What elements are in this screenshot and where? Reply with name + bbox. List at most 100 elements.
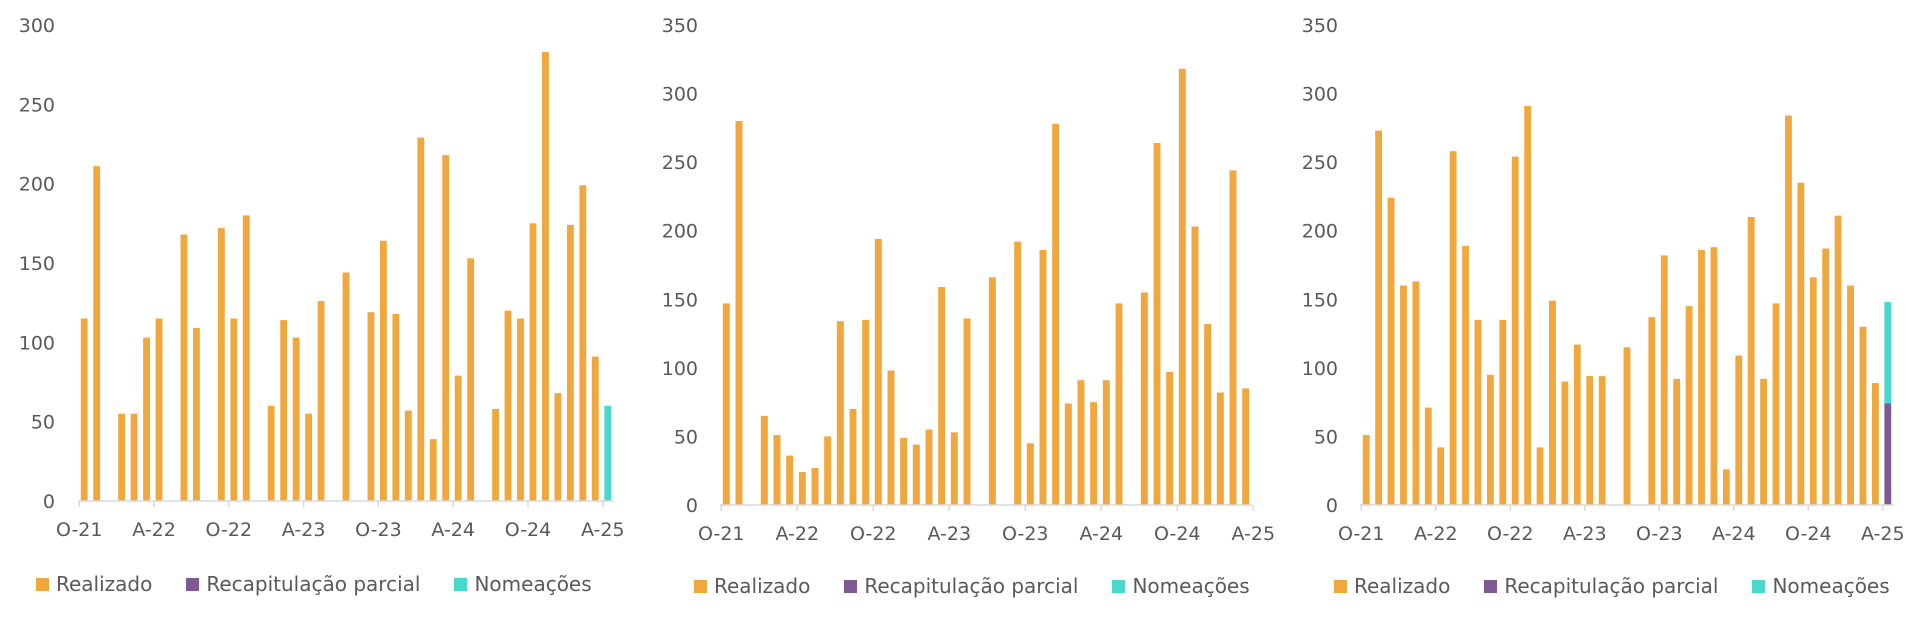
bar-realizado	[1710, 247, 1718, 505]
y-tick-label: 50	[31, 412, 55, 434]
bar-realizado	[1834, 215, 1842, 505]
chart-3-plot: 0 50 100 150 200 250 300 350 O-21 A-22 O-22 A-23 O-2…	[1302, 15, 1905, 545]
bar-realizado	[1623, 347, 1631, 505]
x-tick-label: A-25	[1861, 523, 1905, 545]
bar-realizado	[1115, 303, 1123, 505]
bar-realizado	[1375, 130, 1383, 505]
bar-realizado	[1474, 319, 1482, 505]
legend-label-recapitulacao: Recapitulação parcial	[1504, 574, 1719, 598]
legend-swatch-realizado	[1334, 579, 1347, 593]
x-tick-label: O-22	[850, 523, 897, 545]
bar-realizado	[367, 312, 375, 501]
x-tick-label: A-24	[1079, 523, 1123, 545]
y-tick-label: 50	[674, 426, 698, 448]
bar-realizado	[242, 215, 250, 501]
legend-item-realizado: Realizado	[694, 574, 810, 598]
legend-item-recapitulacao: Recapitulação parcial	[844, 574, 1078, 598]
y-tick-label: 350	[662, 15, 698, 37]
bar-realizado	[735, 121, 743, 505]
bar-realizado	[143, 337, 150, 501]
bar-realizado	[912, 444, 920, 505]
bar-realizado	[1242, 388, 1250, 505]
bar-realizado	[1204, 323, 1212, 505]
x-tick-label: O-24	[505, 519, 552, 541]
bar-realizado	[1549, 300, 1556, 505]
y-tick-label: 0	[43, 491, 55, 513]
bar-realizado	[938, 286, 946, 505]
bar-recapitulacao	[1884, 403, 1892, 505]
bar-realizado	[798, 472, 806, 505]
bar-realizado	[1462, 245, 1469, 506]
bar-realizado	[442, 155, 450, 501]
y-tick-label: 250	[662, 152, 698, 174]
bar-realizado	[1760, 378, 1768, 505]
bar-realizado	[1797, 182, 1805, 505]
bar-realizado	[925, 429, 933, 505]
bar-realizado	[1511, 156, 1519, 505]
bar-realizado	[773, 435, 781, 505]
x-tick-label: A-23	[282, 519, 326, 541]
bar-realizado	[1090, 402, 1098, 505]
bar-realizado	[1735, 355, 1743, 505]
bar-realizado	[280, 320, 288, 501]
x-tick-label: O-22	[206, 519, 253, 541]
bar-realizado	[529, 223, 537, 502]
bar-realizado	[862, 319, 870, 505]
bar-realizado	[429, 439, 437, 501]
legend-swatch-recapitulacao	[186, 577, 200, 591]
bar-realizado	[1698, 249, 1705, 505]
bar-realizado	[342, 272, 350, 501]
bar-realizado	[1561, 381, 1569, 505]
chart-1-plot: 0 50 100 150 200 250 300 O-21 A-22 O-22 A-23 O-23 A-…	[19, 15, 625, 541]
x-tick-label: A-24	[431, 519, 475, 541]
bar-realizado	[1229, 170, 1237, 505]
bar-realizado	[1166, 371, 1174, 505]
bar-realizado	[305, 413, 313, 501]
bar-realizado	[900, 437, 908, 505]
bar-realizado	[988, 277, 996, 505]
chart-2-plot: 0 50 100 150 200 250 300 350 O-21 A-22 O-22 A-23 O-2…	[662, 15, 1275, 545]
y-tick-label: 350	[1302, 15, 1338, 37]
x-tick-label: A-25	[581, 519, 625, 541]
bar-realizado	[454, 375, 462, 501]
bar-realizado	[591, 356, 599, 501]
legend-label-realizado: Realizado	[1354, 574, 1451, 598]
chart-2-legend: Realizado Recapitulação parcial Nomeaçõe…	[694, 574, 1284, 598]
bar-realizado	[1400, 285, 1407, 505]
bar-realizado	[1026, 443, 1034, 505]
bar-realizado	[950, 432, 958, 505]
y-tick-label: 100	[1302, 358, 1338, 380]
legend-item-nomeacoes: Nomeações	[454, 572, 592, 596]
bar-realizado	[566, 224, 574, 502]
bar-realizado	[1859, 326, 1867, 505]
bar-realizado	[1387, 197, 1395, 506]
y-tick-label: 0	[1326, 495, 1338, 517]
legend-swatch-recapitulacao	[844, 579, 858, 593]
bar-realizado	[492, 408, 500, 501]
x-tick-label: A-22	[1414, 523, 1458, 545]
bar-realizado	[317, 301, 325, 501]
bar-realizado	[130, 413, 138, 501]
bar-realizado	[1524, 105, 1532, 506]
chart-panel-1: 0 50 100 150 200 250 300 O-21 A-22 O-22 A-23 O-23 A-…	[0, 0, 640, 621]
bar-realizado	[760, 415, 768, 505]
bar-realizado	[155, 318, 163, 501]
bar-realizado	[1809, 277, 1817, 505]
x-tick-label: O-24	[1154, 523, 1201, 545]
bar-realizado	[1847, 285, 1854, 505]
bar-realizado	[1685, 306, 1693, 505]
bar-realizado	[824, 436, 832, 505]
y-tick-label: 200	[662, 221, 698, 243]
bar-realizado	[118, 413, 126, 501]
bar-realizado	[93, 166, 101, 502]
legend-label-nomeacoes: Nomeações	[474, 572, 592, 596]
bar-realizado	[1052, 123, 1060, 505]
bar-realizado	[1573, 344, 1581, 505]
legend-item-recapitulacao: Recapitulação parcial	[1484, 574, 1718, 598]
bar-realizado	[1191, 226, 1199, 505]
bar-realizado	[1586, 376, 1594, 505]
y-tick-label: 200	[1302, 221, 1338, 243]
legend-swatch-nomeacoes	[1752, 579, 1766, 593]
bar-realizado	[392, 313, 400, 501]
